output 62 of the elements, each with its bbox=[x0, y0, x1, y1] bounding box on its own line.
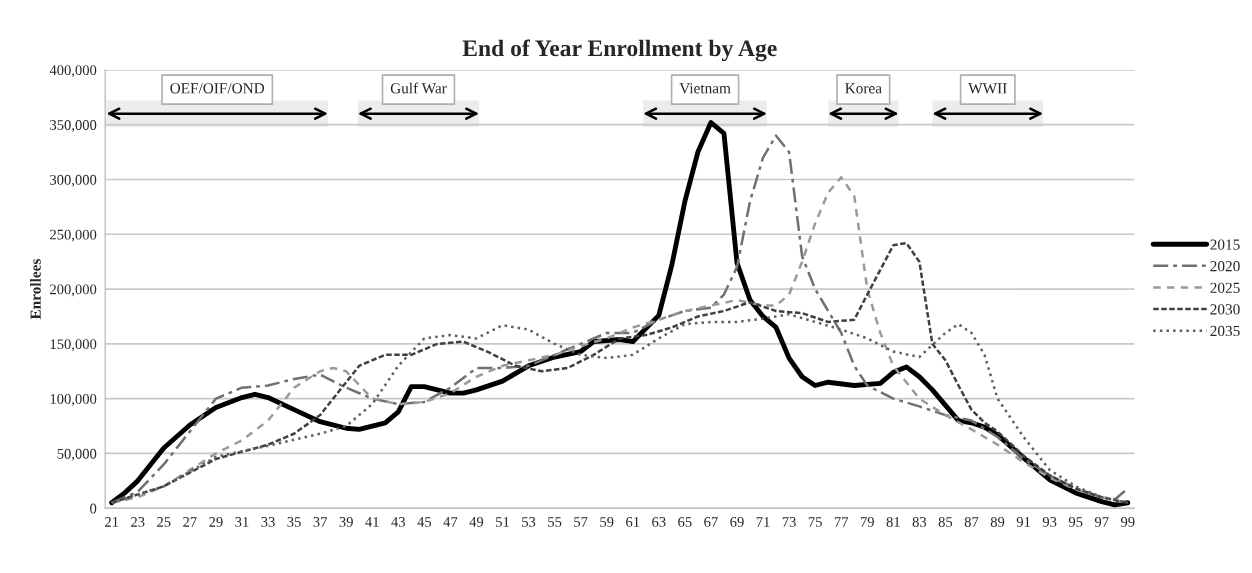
x-tick-label: 65 bbox=[678, 517, 692, 527]
band-label: Gulf War bbox=[390, 82, 447, 94]
y-tick-label: 400,000 bbox=[49, 65, 97, 78]
y-tick-label: 200,000 bbox=[50, 284, 97, 297]
y-axis-title: Enrollees bbox=[30, 259, 41, 320]
y-tick-label: 100,000 bbox=[50, 394, 97, 406]
x-tick-label: 55 bbox=[548, 517, 562, 527]
y-tick-label: 300,000 bbox=[50, 174, 97, 187]
x-tick-label: 27 bbox=[183, 517, 197, 527]
x-tick-label: 63 bbox=[652, 517, 666, 527]
band-label: OEF/OIF/OND bbox=[170, 83, 265, 94]
x-tick-label: 53 bbox=[522, 517, 536, 527]
x-tick-label: 23 bbox=[131, 517, 145, 527]
x-tick-label: 49 bbox=[469, 517, 484, 527]
x-tick-label: 57 bbox=[574, 517, 588, 527]
x-tick-label: 89 bbox=[990, 517, 1005, 527]
x-tick-label: 33 bbox=[261, 517, 275, 527]
x-tick-label: 97 bbox=[1094, 517, 1109, 527]
x-tick-label: 47 bbox=[443, 517, 458, 527]
x-tick-label: 67 bbox=[704, 517, 718, 527]
x-tick-label: 71 bbox=[756, 517, 770, 527]
x-tick-label: 93 bbox=[1042, 517, 1057, 527]
x-tick-label: 25 bbox=[157, 517, 171, 527]
y-tick-label: 350,000 bbox=[50, 120, 97, 132]
x-tick-label: 21 bbox=[105, 517, 119, 527]
x-tick-label: 79 bbox=[860, 517, 874, 527]
x-tick-label: 95 bbox=[1068, 517, 1083, 527]
x-tick-label: 45 bbox=[417, 517, 432, 527]
band-label: WWII bbox=[968, 83, 1007, 94]
x-tick-label: 51 bbox=[496, 517, 509, 527]
band-label: Korea bbox=[845, 83, 882, 94]
x-tick-label: 37 bbox=[313, 517, 327, 527]
x-tick-label: 87 bbox=[964, 517, 979, 527]
band-label: Vietnam bbox=[679, 83, 731, 94]
x-tick-label: 85 bbox=[938, 517, 953, 527]
y-tick-label: 50,000 bbox=[57, 448, 97, 461]
x-tick-label: 83 bbox=[912, 517, 927, 527]
legend-label: 2015 bbox=[1210, 239, 1240, 250]
x-tick-label: 59 bbox=[600, 517, 614, 527]
x-tick-label: 39 bbox=[339, 517, 353, 527]
x-tick-label: 73 bbox=[782, 517, 796, 527]
x-tick-label: 61 bbox=[626, 517, 640, 527]
y-tick-label: 150,000 bbox=[50, 339, 97, 352]
chart-title: End of Year Enrollment by Age bbox=[462, 39, 777, 62]
legend-label: 2020 bbox=[1210, 261, 1240, 272]
legend-label: 2030 bbox=[1210, 304, 1240, 315]
x-tick-label: 69 bbox=[730, 517, 744, 527]
legend-label: 2025 bbox=[1210, 282, 1240, 293]
legend-label: 2035 bbox=[1210, 325, 1240, 337]
x-tick-label: 77 bbox=[834, 517, 849, 527]
line-series bbox=[110, 313, 1130, 505]
x-tick-label: 81 bbox=[886, 517, 900, 527]
x-tick-label: 43 bbox=[391, 517, 405, 527]
x-tick-label: 99 bbox=[1120, 517, 1135, 527]
y-tick-label: 250,000 bbox=[50, 229, 97, 242]
y-tick-label: 0 bbox=[90, 503, 97, 514]
x-tick-label: 41 bbox=[365, 517, 379, 527]
x-tick-label: 75 bbox=[808, 517, 822, 527]
x-tick-label: 91 bbox=[1016, 517, 1030, 527]
x-tick-label: 31 bbox=[235, 517, 249, 527]
x-tick-label: 35 bbox=[287, 517, 301, 527]
x-tick-label: 29 bbox=[209, 517, 223, 527]
